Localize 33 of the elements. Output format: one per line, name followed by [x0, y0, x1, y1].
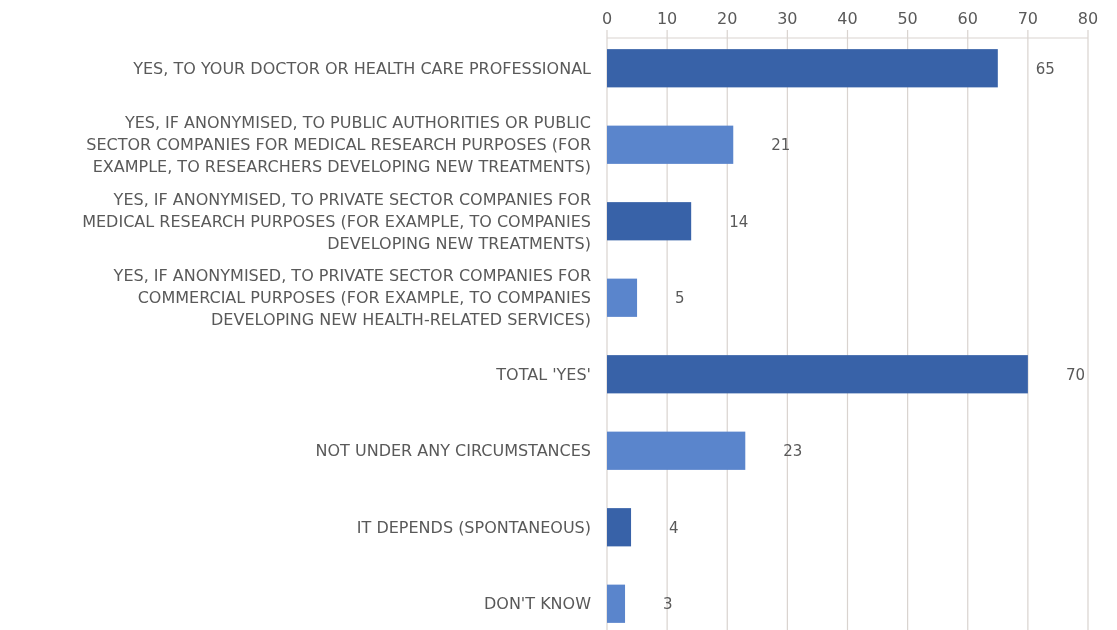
data-label: 65 — [1035, 59, 1055, 78]
bar — [607, 355, 1028, 394]
y-tick-label: NOT UNDER ANY CIRCUMSTANCES — [315, 441, 591, 461]
data-label: 23 — [783, 442, 803, 460]
x-tick-label: 50 — [897, 9, 918, 28]
x-tick-label: 40 — [837, 9, 858, 28]
y-tick-label: YES, TO YOUR DOCTOR OR HEALTH CARE PROFESSIONAL — [132, 58, 592, 78]
data-label: 14 — [729, 212, 749, 231]
y-tick-label: IT DEPENDS (SPONTANEOUS) — [356, 517, 591, 537]
bar — [607, 202, 692, 241]
x-tick-label: 30 — [777, 9, 798, 28]
x-tick-label: 20 — [717, 9, 738, 28]
data-label: 5 — [675, 289, 685, 307]
x-tick-label: 0 — [601, 9, 613, 28]
bar — [607, 431, 746, 470]
data-label: 3 — [663, 595, 673, 613]
bar — [607, 584, 626, 623]
data-label: 4 — [669, 518, 679, 537]
x-tick-label: 70 — [1017, 9, 1039, 28]
x-tick-label: 80 — [1077, 9, 1099, 28]
bar — [607, 49, 998, 88]
x-tick-label: 10 — [656, 9, 678, 28]
y-tick-label: YES, IF ANONYMISED, TO PRIVATE SECTOR COMPANIES FOR COMMERCIAL PURPOSES (FOR EXAMPLE, TO COMPANIES DEVELOPING NEW HEALTH-RELATED SERVICES) — [112, 266, 591, 330]
bar — [607, 508, 632, 547]
data-label: 21 — [771, 136, 791, 154]
bar — [607, 278, 638, 317]
y-tick-label: DON'T KNOW — [483, 594, 592, 614]
y-tick-label: TOTAL 'YES' — [495, 364, 591, 384]
data-label: 70 — [1065, 365, 1085, 384]
x-tick-label: 60 — [957, 9, 978, 28]
bar — [607, 125, 734, 164]
y-tick-label: YES, IF ANONYMISED, TO PUBLIC AUTHORITIES OR PUBLIC SECTOR COMPANIES FOR MEDICAL RESEARCH PURPOSES (FOR EXAMPLE, TO RESEARCHERS DEVELOPING NEW TREATMENTS) — [86, 113, 591, 177]
y-tick-label: YES, IF ANONYMISED, TO PRIVATE SECTOR COMPANIES FOR MEDICAL RESEARCH PURPOSES (FOR EXAMPLE, TO COMPANIES DEVELOPING NEW TREATMENTS) — [82, 189, 591, 253]
